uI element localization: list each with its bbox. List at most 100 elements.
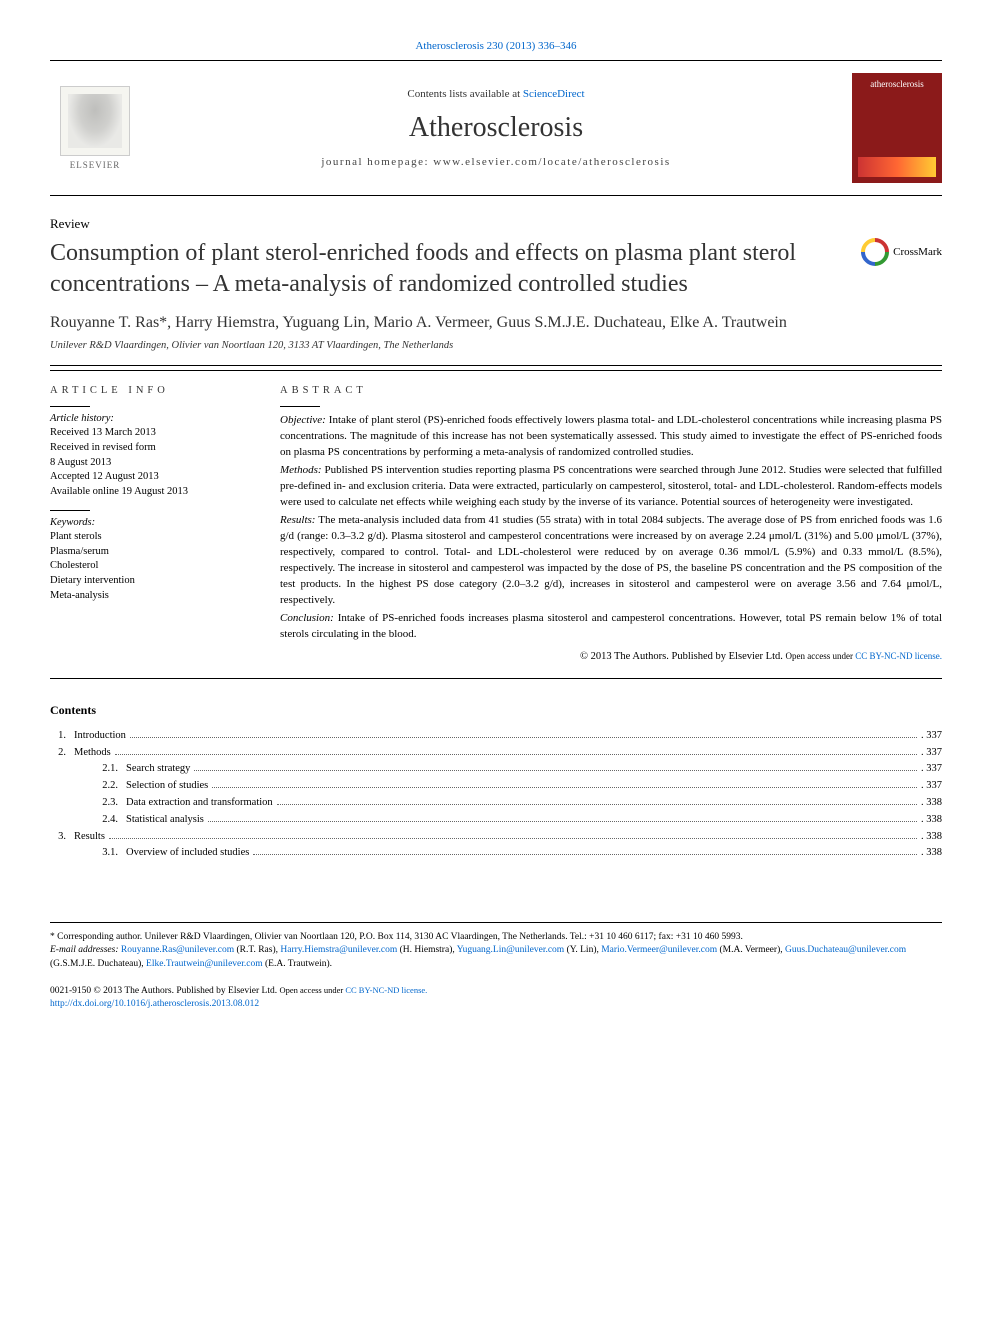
- toc-page: . 338: [921, 845, 942, 862]
- email-who: (R.T. Ras),: [234, 945, 280, 955]
- toc-page: . 337: [921, 761, 942, 778]
- toc-num: 3.: [50, 829, 74, 846]
- rule: [50, 60, 942, 61]
- email-link[interactable]: Elke.Trautwein@unilever.com: [146, 959, 263, 969]
- conclusion-label: Conclusion:: [280, 612, 334, 624]
- toc-title: Statistical analysis: [126, 812, 204, 829]
- crossmark-label: CrossMark: [893, 246, 942, 258]
- toc-indent: [50, 845, 74, 862]
- objective-label: Objective:: [280, 414, 326, 426]
- corresponding-author: * Corresponding author. Unilever R&D Vla…: [50, 931, 942, 944]
- license-prefix: Open access under: [786, 651, 856, 661]
- cover-title: atherosclerosis: [858, 79, 936, 89]
- email-link[interactable]: Rouyanne.Ras@unilever.com: [121, 945, 234, 955]
- toc-row[interactable]: 2.Methods . 337: [50, 745, 942, 762]
- homepage-url[interactable]: www.elsevier.com/locate/atherosclerosis: [433, 156, 670, 168]
- journal-cover-thumbnail: atherosclerosis: [852, 73, 942, 183]
- email-who: (H. Hiemstra),: [397, 945, 457, 955]
- email-who: (E.A. Trautwein).: [263, 959, 332, 969]
- objective-text: Intake of plant sterol (PS)-enriched foo…: [280, 414, 942, 458]
- doi-link[interactable]: http://dx.doi.org/10.1016/j.atherosclero…: [50, 999, 259, 1009]
- conclusion-text: Intake of PS-enriched foods increases pl…: [280, 612, 942, 640]
- abstract-label: ABSTRACT: [280, 385, 942, 396]
- mini-rule: [280, 406, 320, 407]
- sciencedirect-link[interactable]: ScienceDirect: [523, 88, 585, 100]
- toc-row[interactable]: 1.Introduction . 337: [50, 728, 942, 745]
- elsevier-tree-icon: [60, 86, 130, 156]
- footer-block: * Corresponding author. Unilever R&D Vla…: [50, 922, 942, 971]
- email-link[interactable]: Guus.Duchateau@unilever.com: [785, 945, 906, 955]
- toc-dots: [109, 838, 917, 839]
- toc-title: Data extraction and transformation: [126, 795, 273, 812]
- toc-title: Search strategy: [126, 761, 190, 778]
- toc-page: . 337: [921, 728, 942, 745]
- mini-rule: [50, 406, 90, 407]
- copyright-text: © 2013 The Authors. Published by Elsevie…: [580, 651, 786, 662]
- toc-indent: [50, 812, 74, 829]
- toc-subnum: 2.3.: [74, 795, 126, 812]
- citation-link[interactable]: Atherosclerosis 230 (2013) 336–346: [415, 40, 576, 52]
- authors: Rouyanne T. Ras*, Harry Hiemstra, Yuguan…: [50, 314, 942, 332]
- methods-text: Published PS intervention studies report…: [280, 464, 942, 508]
- issn-copyright: 0021-9150 © 2013 The Authors. Published …: [50, 986, 279, 996]
- toc-row[interactable]: 2.3.Data extraction and transformation .…: [50, 795, 942, 812]
- article-info-block: ARTICLE INFO Article history: Received 1…: [50, 385, 250, 663]
- article-type: Review: [50, 216, 942, 232]
- elsevier-text: ELSEVIER: [70, 160, 121, 170]
- toc-dots: [194, 770, 917, 771]
- email-who: (M.A. Vermeer),: [717, 945, 785, 955]
- crossmark-badge[interactable]: CrossMark: [861, 238, 942, 266]
- toc-subnum: 3.1.: [74, 845, 126, 862]
- email-link[interactable]: Yuguang.Lin@unilever.com: [457, 945, 564, 955]
- toc-row[interactable]: 2.4.Statistical analysis . 338: [50, 812, 942, 829]
- citation-header: Atherosclerosis 230 (2013) 336–346: [50, 40, 942, 52]
- license-link[interactable]: CC BY-NC-ND license.: [345, 985, 427, 995]
- toc: 1.Introduction . 3372.Methods . 337 2.1.…: [50, 728, 942, 862]
- affiliation: Unilever R&D Vlaardingen, Olivier van No…: [50, 340, 942, 351]
- toc-subnum: 2.2.: [74, 778, 126, 795]
- history-label: Article history:: [50, 413, 250, 424]
- elsevier-logo: ELSEVIER: [50, 78, 140, 178]
- methods-label: Methods:: [280, 464, 322, 476]
- keyword: Meta-analysis: [50, 589, 250, 604]
- crossmark-ring-icon: [855, 232, 895, 272]
- toc-dots: [253, 854, 917, 855]
- toc-dots: [277, 804, 917, 805]
- keyword: Cholesterol: [50, 559, 250, 574]
- article-info-label: ARTICLE INFO: [50, 385, 250, 396]
- article-title: Consumption of plant sterol-enriched foo…: [50, 238, 861, 300]
- toc-title: Methods: [74, 745, 111, 762]
- contents-available: Contents lists available at ScienceDirec…: [140, 88, 852, 100]
- toc-page: . 337: [921, 745, 942, 762]
- toc-title: Results: [74, 829, 105, 846]
- history-item: Received 13 March 2013: [50, 426, 250, 441]
- toc-page: . 337: [921, 778, 942, 795]
- toc-indent: [50, 778, 74, 795]
- email-who: (Y. Lin),: [564, 945, 601, 955]
- results-text: The meta-analysis included data from 41 …: [280, 514, 942, 606]
- keyword: Plasma/serum: [50, 545, 250, 560]
- journal-header: ELSEVIER Contents lists available at Sci…: [50, 65, 942, 191]
- toc-subnum: 2.1.: [74, 761, 126, 778]
- toc-row[interactable]: 2.1.Search strategy . 337: [50, 761, 942, 778]
- emails-label: E-mail addresses:: [50, 945, 121, 955]
- toc-num: 1.: [50, 728, 74, 745]
- history-item: Available online 19 August 2013: [50, 485, 250, 500]
- toc-indent: [50, 795, 74, 812]
- toc-row[interactable]: 2.2.Selection of studies . 337: [50, 778, 942, 795]
- history-item: Received in revised form: [50, 441, 250, 456]
- abstract-block: ABSTRACT Objective: Intake of plant ster…: [280, 385, 942, 663]
- license-link[interactable]: CC BY-NC-ND license.: [855, 651, 942, 661]
- keyword: Plant sterols: [50, 530, 250, 545]
- email-link[interactable]: Mario.Vermeer@unilever.com: [601, 945, 717, 955]
- homepage-prefix: journal homepage:: [321, 156, 433, 168]
- toc-subnum: 2.4.: [74, 812, 126, 829]
- rule: [50, 195, 942, 196]
- contents-prefix: Contents lists available at: [407, 88, 522, 100]
- toc-row[interactable]: 3.1.Overview of included studies . 338: [50, 845, 942, 862]
- journal-name: Atherosclerosis: [140, 112, 852, 144]
- toc-row[interactable]: 3.Results . 338: [50, 829, 942, 846]
- email-link[interactable]: Harry.Hiemstra@unilever.com: [280, 945, 397, 955]
- toc-dots: [115, 754, 917, 755]
- toc-page: . 338: [921, 812, 942, 829]
